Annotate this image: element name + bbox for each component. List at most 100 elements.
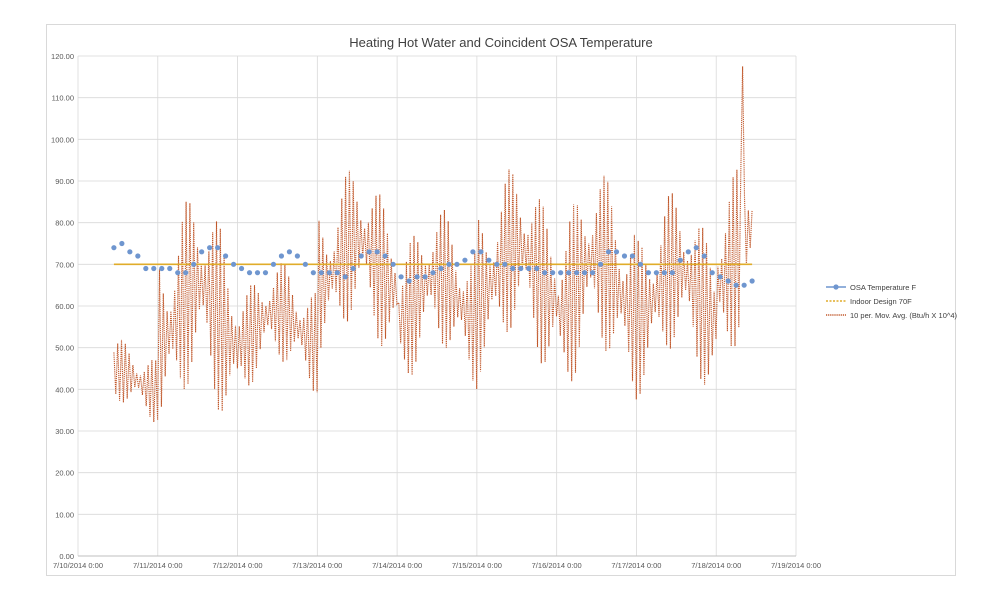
osa-temperature-point: [486, 257, 492, 263]
osa-temperature-point: [629, 253, 636, 259]
osa-temperature-point: [382, 253, 388, 259]
osa-temperature-point: [398, 274, 404, 280]
osa-temperature-point: [478, 249, 484, 255]
osa-temperature-point: [510, 265, 516, 272]
osa-temperature-point: [502, 261, 508, 267]
osa-temperature-point: [366, 249, 372, 255]
chart-title: Heating Hot Water and Coincident OSA Tem…: [349, 35, 653, 50]
osa-temperature-point: [143, 265, 149, 272]
x-tick-label: 7/13/2014 0:00: [292, 561, 342, 570]
y-tick-label: 0.00: [59, 552, 74, 561]
osa-temperature-point: [574, 270, 580, 276]
osa-temperature-point: [605, 249, 612, 255]
legend-marker-osa: [833, 284, 839, 290]
osa-temperature-point: [637, 261, 644, 267]
osa-temperature-point: [207, 245, 213, 251]
osa-temperature-point: [318, 270, 324, 276]
osa-temperature-point: [119, 240, 125, 247]
moving-average-series: [113, 66, 753, 423]
osa-temperature-point: [566, 270, 572, 276]
osa-temperature-point: [621, 253, 628, 259]
osa-temperature-point: [653, 270, 659, 276]
osa-temperature-point: [470, 249, 476, 255]
osa-temperature-point: [334, 270, 340, 276]
osa-temperature-point: [438, 265, 444, 272]
osa-temperature-point: [230, 261, 237, 267]
osa-temperature-point: [406, 278, 412, 284]
osa-temperature-point: [669, 270, 675, 276]
osa-temperature-point: [589, 270, 596, 276]
y-tick-label: 90.00: [55, 177, 74, 186]
osa-temperature-point: [542, 270, 548, 276]
osa-temperature-point: [390, 261, 396, 267]
osa-temperature-point: [254, 270, 261, 276]
osa-temperature-point: [294, 253, 300, 259]
osa-temperature-point: [709, 270, 715, 276]
osa-temperature-point: [262, 270, 269, 276]
osa-temperature-point: [151, 265, 157, 272]
x-tick-label: 7/16/2014 0:00: [532, 561, 582, 570]
osa-temperature-point: [342, 274, 348, 280]
y-tick-label: 120.00: [51, 52, 74, 61]
x-tick-label: 7/10/2014 0:00: [53, 561, 103, 570]
osa-temperature-point: [558, 270, 564, 276]
y-tick-label: 80.00: [55, 219, 74, 228]
osa-temperature-point: [422, 274, 428, 280]
osa-temperature-point: [414, 274, 420, 280]
osa-temperature-point: [733, 282, 739, 288]
osa-temperature-point: [661, 270, 667, 276]
osa-temperature-point: [286, 249, 293, 255]
osa-temperature-point: [222, 253, 229, 259]
y-tick-label: 50.00: [55, 344, 74, 353]
x-tick-label: 7/15/2014 0:00: [452, 561, 502, 570]
osa-temperature-point: [350, 265, 356, 272]
x-tick-label: 7/18/2014 0:00: [691, 561, 741, 570]
osa-temperature-point: [430, 270, 436, 276]
x-tick-label: 7/12/2014 0:00: [213, 561, 263, 570]
osa-temperature-point: [310, 270, 316, 276]
y-tick-label: 40.00: [55, 385, 74, 394]
osa-temperature-point: [127, 249, 133, 255]
osa-temperature-point: [278, 253, 285, 259]
x-tick-label: 7/17/2014 0:00: [611, 561, 661, 570]
osa-temperature-point: [613, 249, 620, 255]
osa-temperature-point: [246, 270, 253, 276]
y-tick-label: 60.00: [55, 302, 74, 311]
osa-temperature-point: [215, 245, 221, 251]
y-tick-label: 30.00: [55, 427, 74, 436]
osa-temperature-point: [135, 253, 141, 259]
osa-temperature-point: [717, 274, 723, 280]
legend-label: Indoor Design 70F: [850, 297, 912, 306]
chart-frame: Heating Hot Water and Coincident OSA Tem…: [46, 24, 956, 576]
osa-temperature-point: [693, 245, 699, 251]
y-tick-label: 110.00: [52, 94, 74, 103]
osa-temperature-point: [534, 265, 540, 272]
osa-temperature-point: [645, 270, 652, 276]
osa-temperature-point: [518, 265, 524, 272]
legend-label: OSA Temperature F: [850, 283, 917, 292]
osa-temperature-point: [446, 261, 452, 267]
osa-temperature-point: [494, 261, 500, 267]
osa-temperature-point: [326, 270, 332, 276]
osa-temperature-point: [581, 270, 588, 276]
osa-temperature-point: [462, 257, 468, 263]
y-tick-label: 20.00: [55, 469, 74, 478]
osa-temperature-point: [199, 249, 205, 255]
osa-temperature-point: [685, 249, 691, 255]
x-tick-label: 7/14/2014 0:00: [372, 561, 422, 570]
osa-temperature-point: [741, 282, 747, 288]
osa-temperature-point: [526, 265, 532, 272]
osa-temperature-point: [677, 257, 683, 263]
osa-temperature-point: [302, 261, 308, 267]
osa-temperature-point: [238, 265, 245, 272]
y-tick-label: 100.00: [51, 135, 74, 144]
x-tick-label: 7/11/2014 0:00: [133, 561, 183, 570]
osa-temperature-point: [167, 265, 173, 272]
y-tick-label: 70.00: [55, 260, 74, 269]
legend-label: 10 per. Mov. Avg. (Btu/h X 10^4): [850, 311, 958, 320]
osa-temperature-point: [454, 261, 460, 267]
x-tick-label: 7/19/2014 0:00: [771, 561, 821, 570]
osa-temperature-point: [111, 245, 117, 251]
osa-temperature-point: [749, 278, 755, 284]
